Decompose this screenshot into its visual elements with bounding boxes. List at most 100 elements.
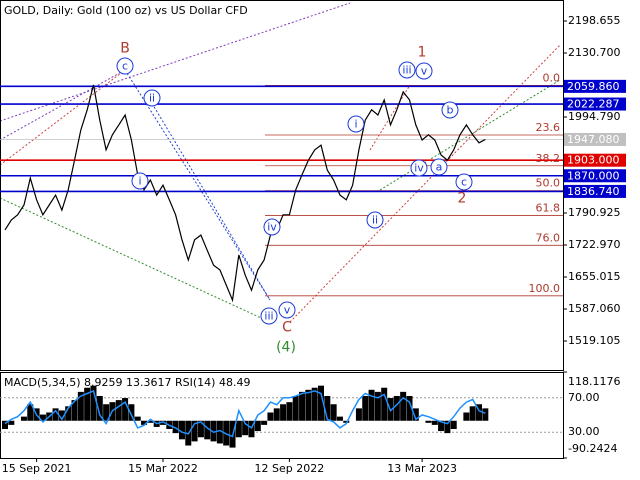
wave-circle xyxy=(410,159,428,177)
macd-bar xyxy=(267,412,274,421)
level-label-box xyxy=(564,153,626,167)
y-tick-label: 2198.655 xyxy=(568,14,621,27)
y2-tick-label: 70.00 xyxy=(568,391,600,404)
y-tick-label: 2130.700 xyxy=(568,46,621,59)
macd-bar xyxy=(374,391,381,421)
fib-label: 76.0 xyxy=(536,231,561,244)
level-label: 1947.080 xyxy=(567,133,620,146)
macd-bar xyxy=(20,416,27,421)
wave-label: B xyxy=(120,41,130,57)
wave-label: C xyxy=(282,320,292,336)
macd-bar xyxy=(96,395,103,421)
macd-bar xyxy=(343,420,350,423)
wave-label: i xyxy=(354,118,357,131)
macd-bar xyxy=(476,404,482,421)
macd-bar xyxy=(160,420,166,425)
indicator-title: MACD(5,34,5) 8.9259 13.3617 RSI(14) 48.4… xyxy=(4,376,250,389)
macd-bar xyxy=(115,400,122,421)
wave-circle xyxy=(260,307,278,325)
y2-tick-label: 30.00 xyxy=(568,425,600,438)
indicator-panel xyxy=(0,372,564,459)
fib-label: 100.0 xyxy=(529,282,561,295)
rsi-line xyxy=(4,389,486,438)
macd-bar xyxy=(77,391,84,421)
wave-circle xyxy=(415,62,433,80)
wave-circle xyxy=(441,101,459,119)
macd-bar xyxy=(469,406,476,421)
wave-circle xyxy=(366,211,384,229)
macd-bar xyxy=(305,389,312,421)
macd-bar xyxy=(210,420,217,442)
wave-circle xyxy=(398,61,416,79)
price-line xyxy=(4,84,486,303)
level-label-box xyxy=(564,97,626,111)
trend-line xyxy=(0,2,351,122)
y-tick-label: 1587.060 xyxy=(568,302,621,315)
wave-circle xyxy=(263,218,281,236)
macd-bar xyxy=(134,416,141,421)
macd-bar xyxy=(172,420,179,434)
macd-bar xyxy=(330,404,337,421)
fib-label: 23.6 xyxy=(536,121,561,134)
macd-bar xyxy=(311,387,318,421)
x-tick-label: 12 Sep 2022 xyxy=(255,462,325,475)
macd-bar xyxy=(261,420,268,425)
y-tick-label: 1994.790 xyxy=(568,110,621,123)
trend-line xyxy=(149,99,271,301)
macd-bar xyxy=(482,408,489,421)
wave-label: iii xyxy=(402,64,411,77)
wave-label: iii xyxy=(264,310,273,323)
y-tick-label: 1519.105 xyxy=(568,334,621,347)
trend-line xyxy=(289,44,561,323)
wave-circle xyxy=(455,173,473,191)
macd-bar xyxy=(299,391,306,421)
wave-label: c xyxy=(122,60,128,73)
wave-label: i xyxy=(138,175,141,188)
macd-bar xyxy=(191,420,198,442)
wave-circle xyxy=(116,57,134,75)
price-panel xyxy=(0,0,564,371)
macd-bar xyxy=(412,408,419,421)
macd-bar xyxy=(368,389,375,421)
macd-bar xyxy=(58,410,65,421)
y-tick-label: 118.1176 xyxy=(568,375,621,388)
level-label-box xyxy=(564,184,626,198)
x-tick-label: 13 Mar 2023 xyxy=(387,462,457,475)
macd-bar xyxy=(280,404,287,421)
x-tick-label: 15 Sep 2021 xyxy=(2,462,72,475)
wave-label: 2 xyxy=(458,191,467,207)
level-label: 2022.287 xyxy=(567,98,620,111)
wave-circle xyxy=(347,115,365,133)
macd-bar xyxy=(463,412,470,421)
level-label: 2059.860 xyxy=(567,80,620,93)
y-tick-label: 1722.970 xyxy=(568,238,621,251)
macd-bar xyxy=(400,391,407,421)
macd-bar xyxy=(425,420,432,423)
y-tick-label: -90.2424 xyxy=(568,442,617,455)
macd-bar xyxy=(242,420,249,436)
macd-bar xyxy=(103,404,110,421)
macd-bar xyxy=(141,420,148,425)
macd-bar xyxy=(381,387,388,421)
wave-label: v xyxy=(421,65,428,78)
macd-bar xyxy=(235,420,242,438)
wave-label: v xyxy=(284,304,291,317)
macd-bar xyxy=(65,406,72,421)
macd-bar xyxy=(2,420,8,430)
macd-bar xyxy=(444,420,451,434)
y-tick-label: 1790.925 xyxy=(568,206,621,219)
wave-circle xyxy=(278,301,296,319)
macd-bar xyxy=(197,420,204,438)
macd-bar xyxy=(71,400,78,421)
level-label-box xyxy=(564,132,626,146)
level-label-box xyxy=(564,169,626,183)
macd-bar xyxy=(204,420,211,440)
macd-bar xyxy=(147,420,154,423)
macd-bar xyxy=(27,404,34,421)
macd-bar xyxy=(178,420,185,440)
wave-circle xyxy=(430,158,448,176)
macd-bar xyxy=(273,408,280,421)
level-label-box xyxy=(564,79,626,93)
macd-bar xyxy=(362,395,369,421)
